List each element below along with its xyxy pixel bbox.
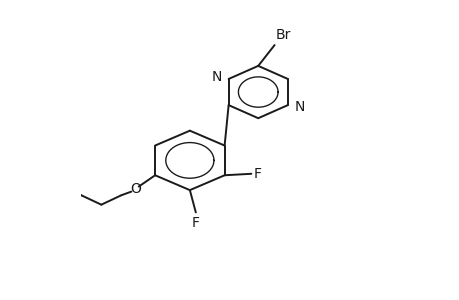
Text: Br: Br — [275, 28, 291, 41]
Text: F: F — [191, 216, 199, 230]
Text: N: N — [211, 70, 222, 85]
Text: O: O — [130, 182, 141, 196]
Text: N: N — [294, 100, 304, 114]
Text: F: F — [253, 167, 261, 181]
